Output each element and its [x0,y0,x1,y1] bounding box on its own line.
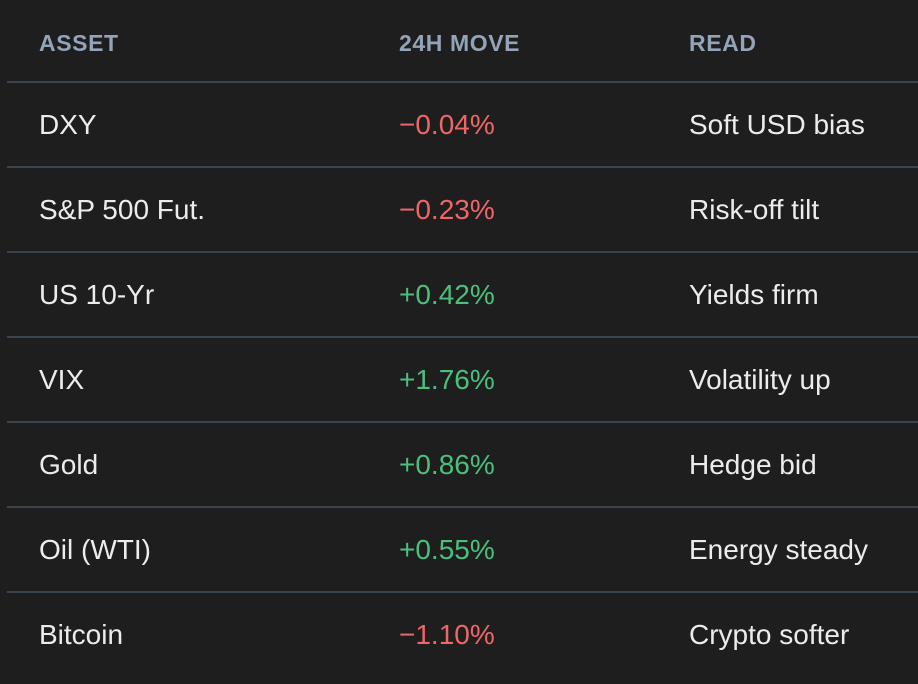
row-divider [7,421,918,423]
row-divider [7,166,918,168]
table-row: Bitcoin −1.10% Crypto softer [0,593,918,676]
asset-cell: S&P 500 Fut. [39,194,206,225]
read-cell: Volatility up [689,364,831,395]
move-cell: −0.23% [399,194,495,225]
column-header-24h-move: 24H MOVE [399,30,521,56]
table-row: Gold +0.86% Hedge bid [0,423,918,506]
table-row: VIX +1.76% Volatility up [0,338,918,421]
read-cell: Hedge bid [689,449,817,480]
move-cell: +0.55% [399,534,495,565]
row-divider [7,591,918,593]
asset-cell: Gold [39,449,99,480]
read-cell: Crypto softer [689,619,850,650]
read-cell: Soft USD bias [689,109,865,140]
table-row: Oil (WTI) +0.55% Energy steady [0,508,918,591]
asset-cell: VIX [39,364,85,395]
read-cell: Energy steady [689,534,868,565]
move-cell: +0.86% [399,449,495,480]
move-cell: +1.76% [399,364,495,395]
read-cell: Yields firm [689,279,819,310]
asset-cell: US 10-Yr [39,279,155,310]
asset-cell: Oil (WTI) [39,534,151,565]
table-row: S&P 500 Fut. −0.23% Risk-off tilt [0,168,918,251]
row-divider [7,336,918,338]
move-cell: +0.42% [399,279,495,310]
table-header: ASSET 24H MOVE READ [0,0,918,82]
move-cell: −0.04% [399,109,495,140]
table-row: US 10-Yr +0.42% Yields firm [0,253,918,336]
table-row: DXY −0.04% Soft USD bias [0,83,918,166]
asset-cell: DXY [39,109,97,140]
move-cell: −1.10% [399,619,495,650]
asset-cell: Bitcoin [39,619,124,650]
column-header-read: READ [689,30,757,56]
column-header-asset: ASSET [39,30,119,56]
read-cell: Risk-off tilt [689,194,820,225]
row-divider [7,81,918,83]
row-divider [7,251,918,253]
row-divider [7,506,918,508]
